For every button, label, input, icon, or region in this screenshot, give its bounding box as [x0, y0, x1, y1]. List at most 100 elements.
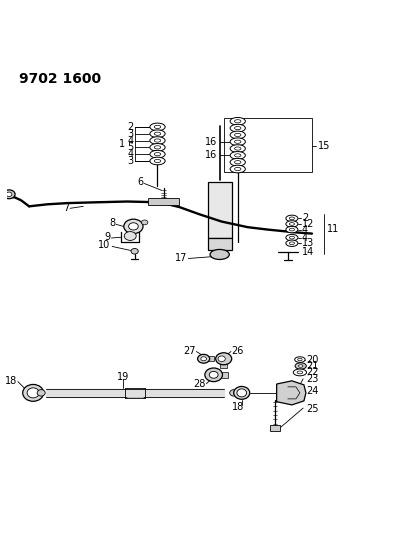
Ellipse shape: [234, 386, 250, 399]
Text: 19: 19: [117, 372, 129, 382]
Polygon shape: [277, 381, 306, 405]
Ellipse shape: [235, 167, 241, 171]
Text: 22: 22: [306, 367, 319, 377]
Ellipse shape: [293, 369, 307, 376]
Text: 16: 16: [206, 137, 218, 147]
Ellipse shape: [230, 158, 245, 166]
Text: 4: 4: [128, 149, 134, 159]
Ellipse shape: [198, 354, 210, 363]
Ellipse shape: [141, 220, 148, 225]
Ellipse shape: [235, 126, 241, 130]
Bar: [208, 182, 232, 238]
Text: 20: 20: [306, 354, 318, 365]
Ellipse shape: [150, 143, 165, 151]
Ellipse shape: [230, 390, 238, 396]
Text: 24: 24: [306, 386, 318, 396]
Text: 17: 17: [175, 254, 187, 263]
Ellipse shape: [6, 192, 12, 197]
Ellipse shape: [289, 223, 294, 225]
Ellipse shape: [230, 138, 245, 146]
Ellipse shape: [230, 117, 245, 125]
Text: 8: 8: [109, 218, 115, 228]
Ellipse shape: [237, 389, 247, 397]
Ellipse shape: [289, 217, 294, 220]
Text: 25: 25: [306, 404, 319, 414]
Ellipse shape: [235, 154, 241, 157]
Ellipse shape: [295, 357, 305, 362]
Text: 27: 27: [183, 346, 196, 356]
Text: 11: 11: [327, 224, 339, 235]
Text: 4: 4: [302, 224, 308, 235]
Ellipse shape: [205, 368, 222, 382]
Ellipse shape: [235, 140, 241, 143]
Ellipse shape: [235, 160, 241, 164]
Ellipse shape: [289, 236, 294, 239]
Ellipse shape: [150, 157, 165, 165]
Text: 1: 1: [118, 139, 125, 149]
Ellipse shape: [124, 219, 143, 233]
Text: 7: 7: [63, 203, 69, 213]
Bar: [208, 238, 232, 251]
Text: 2: 2: [302, 213, 308, 223]
Text: 2: 2: [127, 122, 134, 132]
Ellipse shape: [154, 125, 161, 128]
Ellipse shape: [154, 132, 161, 135]
Ellipse shape: [286, 235, 298, 241]
Ellipse shape: [230, 145, 245, 152]
Bar: [270, 425, 280, 431]
Text: 18: 18: [5, 376, 17, 386]
Ellipse shape: [216, 353, 232, 365]
Ellipse shape: [150, 130, 165, 138]
Text: 18: 18: [232, 402, 244, 412]
Ellipse shape: [235, 133, 241, 136]
Ellipse shape: [124, 232, 136, 240]
Ellipse shape: [235, 120, 241, 123]
Text: 26: 26: [232, 346, 244, 356]
Ellipse shape: [201, 357, 206, 361]
Ellipse shape: [230, 165, 245, 173]
Ellipse shape: [154, 139, 161, 142]
Text: 10: 10: [98, 240, 111, 250]
Ellipse shape: [235, 147, 241, 150]
Text: 3: 3: [128, 128, 134, 139]
Ellipse shape: [154, 146, 161, 149]
Ellipse shape: [286, 240, 298, 246]
Ellipse shape: [230, 124, 245, 132]
Text: 12: 12: [302, 219, 314, 229]
Ellipse shape: [286, 227, 298, 233]
Ellipse shape: [295, 363, 306, 369]
Ellipse shape: [154, 159, 161, 163]
Text: 21: 21: [306, 361, 318, 371]
Bar: [208, 357, 214, 361]
Ellipse shape: [298, 358, 302, 361]
Text: 15: 15: [318, 141, 330, 151]
Ellipse shape: [27, 388, 39, 398]
Text: 9702 1600: 9702 1600: [19, 72, 101, 86]
Ellipse shape: [154, 152, 161, 156]
Ellipse shape: [37, 390, 45, 396]
Ellipse shape: [286, 215, 298, 222]
Ellipse shape: [286, 221, 298, 227]
Ellipse shape: [3, 190, 15, 199]
Ellipse shape: [218, 356, 225, 361]
Ellipse shape: [210, 249, 229, 260]
Bar: [221, 372, 228, 377]
Ellipse shape: [150, 137, 165, 144]
Text: 16: 16: [206, 150, 218, 160]
Text: 14: 14: [302, 247, 314, 257]
Text: 3: 3: [128, 156, 134, 166]
Ellipse shape: [297, 371, 302, 374]
Ellipse shape: [129, 223, 138, 230]
Text: 28: 28: [193, 379, 206, 390]
Ellipse shape: [230, 131, 245, 139]
Ellipse shape: [150, 123, 165, 131]
Text: 13: 13: [302, 238, 314, 248]
Ellipse shape: [230, 151, 245, 159]
Bar: [220, 364, 227, 368]
Ellipse shape: [209, 372, 218, 378]
Ellipse shape: [131, 248, 138, 254]
Ellipse shape: [23, 384, 44, 401]
Bar: [224, 118, 312, 172]
Bar: [148, 198, 179, 205]
Text: 4: 4: [128, 135, 134, 146]
